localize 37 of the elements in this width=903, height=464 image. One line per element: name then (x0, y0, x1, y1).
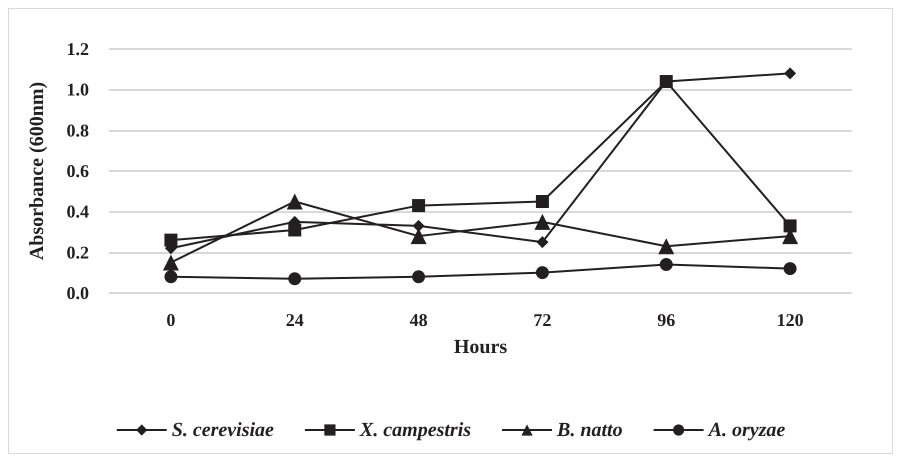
y-tick-label: 1.0 (66, 80, 89, 100)
point (288, 223, 302, 236)
y-axis-title: Absorbance (600nm) (26, 82, 48, 260)
y-tick-label: 1.2 (66, 39, 89, 59)
y-tick-label: 0.8 (66, 120, 89, 140)
x-tick-label: 48 (410, 310, 428, 330)
legend-label: X. campestris (358, 419, 472, 441)
x-tick-label: 0 (166, 310, 176, 330)
point (162, 254, 179, 270)
x-tick-label: 24 (286, 310, 304, 330)
x-tick-label: 72 (533, 310, 552, 330)
legend-label: S. cerevisiae (172, 419, 274, 441)
x-tick-label: 96 (657, 310, 676, 330)
point (536, 266, 549, 280)
point (412, 220, 425, 232)
point (784, 67, 796, 80)
point (658, 238, 674, 254)
point (660, 258, 673, 272)
x-axis-title: Hours (454, 336, 508, 358)
point (164, 234, 178, 247)
x-tick-label: 120 (776, 310, 804, 330)
point (412, 199, 426, 212)
point (164, 270, 178, 284)
y-tick-label: 0.6 (66, 161, 89, 181)
point (784, 219, 797, 232)
point (288, 272, 302, 286)
point (784, 262, 797, 276)
point (536, 236, 548, 248)
legend-label: B. natto (556, 419, 623, 441)
legend-label: A. oryzae (706, 419, 786, 441)
point (536, 195, 549, 208)
point (286, 194, 303, 210)
y-tick-label: 0.0 (66, 283, 89, 303)
point (412, 270, 426, 284)
y-tick-label: 0.2 (66, 242, 89, 262)
y-tick-label: 0.4 (66, 202, 89, 222)
point (534, 214, 550, 230)
